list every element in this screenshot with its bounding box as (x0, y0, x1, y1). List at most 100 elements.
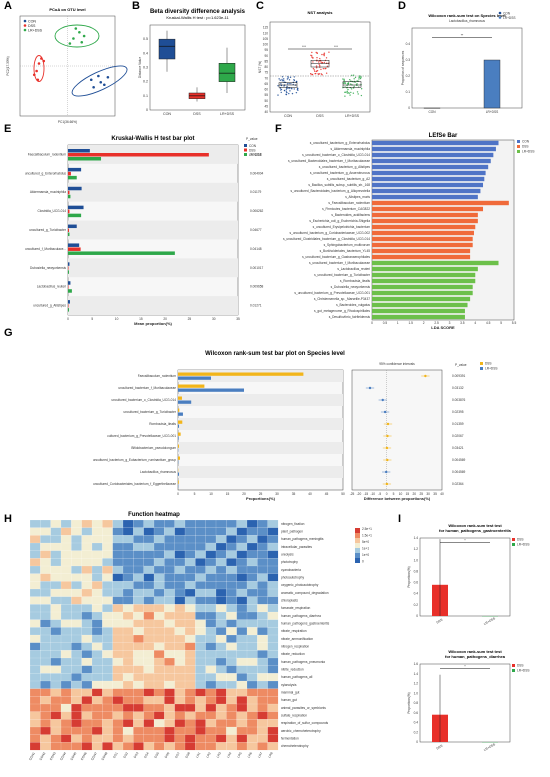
h-col-label: LR6 (247, 751, 254, 758)
h-cell (122, 742, 134, 751)
h-cell (164, 719, 175, 728)
h-cell (133, 604, 144, 613)
nst-ytick: 75 (264, 71, 268, 75)
h-cell (226, 596, 237, 605)
h-cell (226, 726, 237, 735)
h-cell (184, 619, 196, 628)
f-category-label: s_Bacteroides_vulgatus (336, 303, 370, 307)
h-cell (226, 734, 237, 743)
g-bar (178, 472, 179, 476)
nst-ytick: 100 (263, 43, 269, 47)
nst-tick-label: CON (284, 114, 292, 118)
nst-point (283, 85, 285, 87)
h-cell (122, 519, 134, 528)
h-cell (40, 550, 51, 559)
h-cell (143, 611, 155, 620)
h-cell (60, 665, 72, 674)
h-cell (195, 550, 206, 559)
f-bar (372, 230, 474, 236)
panel-letter-c: C (256, 0, 264, 12)
e-bar (68, 247, 81, 251)
h-cell (40, 581, 51, 590)
h-cell (102, 726, 113, 735)
h-cell (143, 665, 155, 674)
i-ytick: 0 (416, 614, 418, 618)
h-cell (257, 627, 268, 636)
h-cell (60, 558, 72, 567)
h-row-label: human_pathogens_all (281, 675, 313, 679)
h-cell (91, 688, 103, 697)
h-cell (257, 596, 268, 605)
nst-point (288, 79, 291, 81)
h-cell (215, 550, 227, 559)
h-cell (153, 650, 165, 659)
h-cell (267, 742, 279, 751)
e-bar (68, 190, 70, 195)
nst-point (289, 76, 292, 79)
h-cell (184, 726, 196, 735)
h-cell (195, 665, 206, 674)
h-row-label: human_gut (281, 698, 297, 702)
h-cell (267, 619, 279, 628)
h-cell (246, 688, 258, 697)
g-bar (178, 388, 244, 392)
h-cell (122, 619, 134, 628)
g-pvalue: 0.02395 (452, 410, 464, 414)
g-xtick: 35 (292, 492, 296, 496)
g-legend-marker (480, 367, 483, 370)
h-cell (164, 619, 175, 628)
h-cell (246, 588, 258, 597)
h-cell (153, 588, 165, 597)
h-cell (60, 542, 72, 551)
nst-point (325, 72, 328, 74)
h-cell (226, 542, 237, 551)
h-cell (236, 726, 248, 735)
d-tick-label: LR+DSS (486, 110, 499, 114)
g-bar (178, 432, 181, 436)
h-cell (71, 711, 82, 720)
h-cell (133, 650, 144, 659)
pcoa-legend-marker (23, 28, 27, 32)
nst-point (350, 91, 352, 94)
h-cell (50, 734, 62, 743)
h-cell (29, 565, 41, 574)
h-cell (236, 573, 248, 582)
h-cell (133, 642, 144, 651)
h-cell (133, 688, 144, 697)
h-cell (257, 673, 268, 682)
h-cell (205, 657, 217, 666)
h-cell (205, 604, 217, 613)
h-cell (246, 535, 258, 544)
h-cell (236, 634, 248, 643)
g-ci-point (381, 398, 384, 402)
i-ytick: 0.6 (414, 711, 419, 715)
nst-point (312, 67, 315, 70)
h-cell (205, 634, 217, 643)
h-cell (195, 519, 206, 528)
h-cell (29, 542, 41, 551)
pcoa-point (68, 42, 72, 45)
d-subtitle: Lactobacillus_rhamnosus (449, 19, 485, 23)
i-ytick: 1.0 (414, 558, 419, 562)
h-cell (112, 604, 124, 613)
h-cell (102, 604, 113, 613)
g-category-label: uncultured_bacterium_g_Eubacterium_rumin… (93, 458, 176, 462)
h-cell (112, 565, 124, 574)
nst-point (297, 89, 299, 91)
h-cell (215, 711, 227, 720)
d-sig-label: ** (461, 34, 464, 38)
e-row-band (68, 220, 238, 240)
h-cell (40, 558, 51, 567)
h-cell (267, 642, 279, 651)
h-cell (143, 680, 155, 689)
h-cell (195, 558, 206, 567)
d-ytick: 0.1 (406, 90, 411, 94)
h-cell (226, 565, 237, 574)
h-cell (257, 519, 268, 528)
h-cell (91, 527, 103, 536)
nst-tick-label: LR+DSS (345, 114, 360, 118)
i-ytick: 0.2 (414, 603, 419, 607)
pcoa-point (97, 74, 100, 78)
h-cell (226, 642, 237, 651)
f-legend-marker (517, 140, 520, 143)
